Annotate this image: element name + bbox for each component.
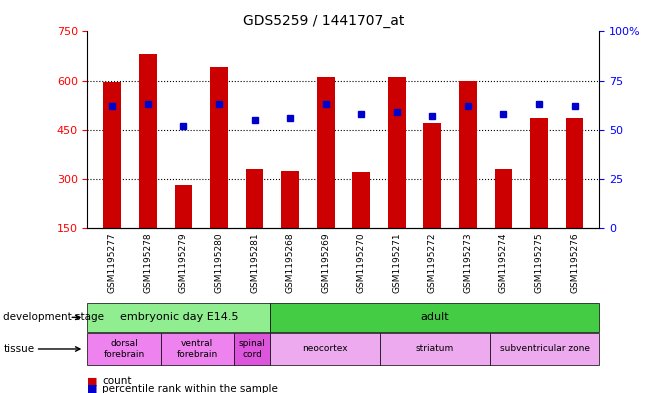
Bar	[459, 81, 477, 228]
Text: ■: ■	[87, 384, 98, 393]
Text: striatum: striatum	[416, 345, 454, 353]
Bar	[530, 118, 548, 228]
Bar	[388, 77, 406, 228]
Text: percentile rank within the sample: percentile rank within the sample	[102, 384, 278, 393]
Text: embryonic day E14.5: embryonic day E14.5	[120, 312, 238, 322]
Text: adult: adult	[421, 312, 449, 322]
Bar	[281, 171, 299, 228]
Text: count: count	[102, 376, 132, 386]
Text: tissue: tissue	[3, 344, 34, 354]
Text: neocortex: neocortex	[303, 345, 348, 353]
Bar	[494, 169, 513, 228]
Text: spinal
cord: spinal cord	[238, 339, 266, 359]
Bar	[246, 169, 264, 228]
Bar	[423, 123, 441, 228]
Text: development stage: development stage	[3, 312, 104, 322]
Bar	[174, 185, 192, 228]
Text: GDS5259 / 1441707_at: GDS5259 / 1441707_at	[243, 14, 405, 28]
Text: subventricular zone: subventricular zone	[500, 345, 590, 353]
Text: ventral
forebrain: ventral forebrain	[176, 339, 218, 359]
Bar	[210, 68, 228, 228]
Bar	[317, 77, 334, 228]
Text: dorsal
forebrain: dorsal forebrain	[104, 339, 145, 359]
Bar	[566, 118, 583, 228]
Bar	[353, 172, 370, 228]
Text: ■: ■	[87, 376, 98, 386]
Bar	[104, 82, 121, 228]
Bar	[139, 54, 157, 228]
